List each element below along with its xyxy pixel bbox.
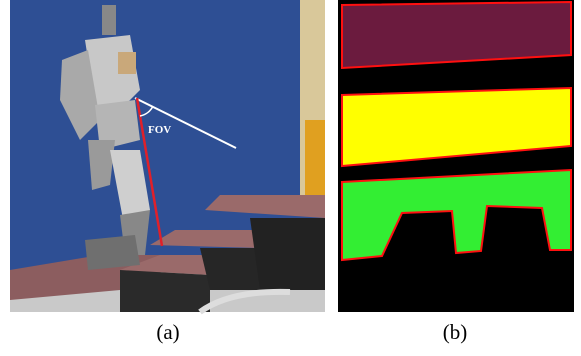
panel-a-image xyxy=(10,0,325,312)
caption-a: (a) xyxy=(156,320,179,344)
panel-b-image xyxy=(338,0,574,312)
figure: FOV (a) (b) xyxy=(0,0,581,356)
caption-b: (b) xyxy=(443,320,468,344)
fov-label: FOV xyxy=(148,124,171,136)
